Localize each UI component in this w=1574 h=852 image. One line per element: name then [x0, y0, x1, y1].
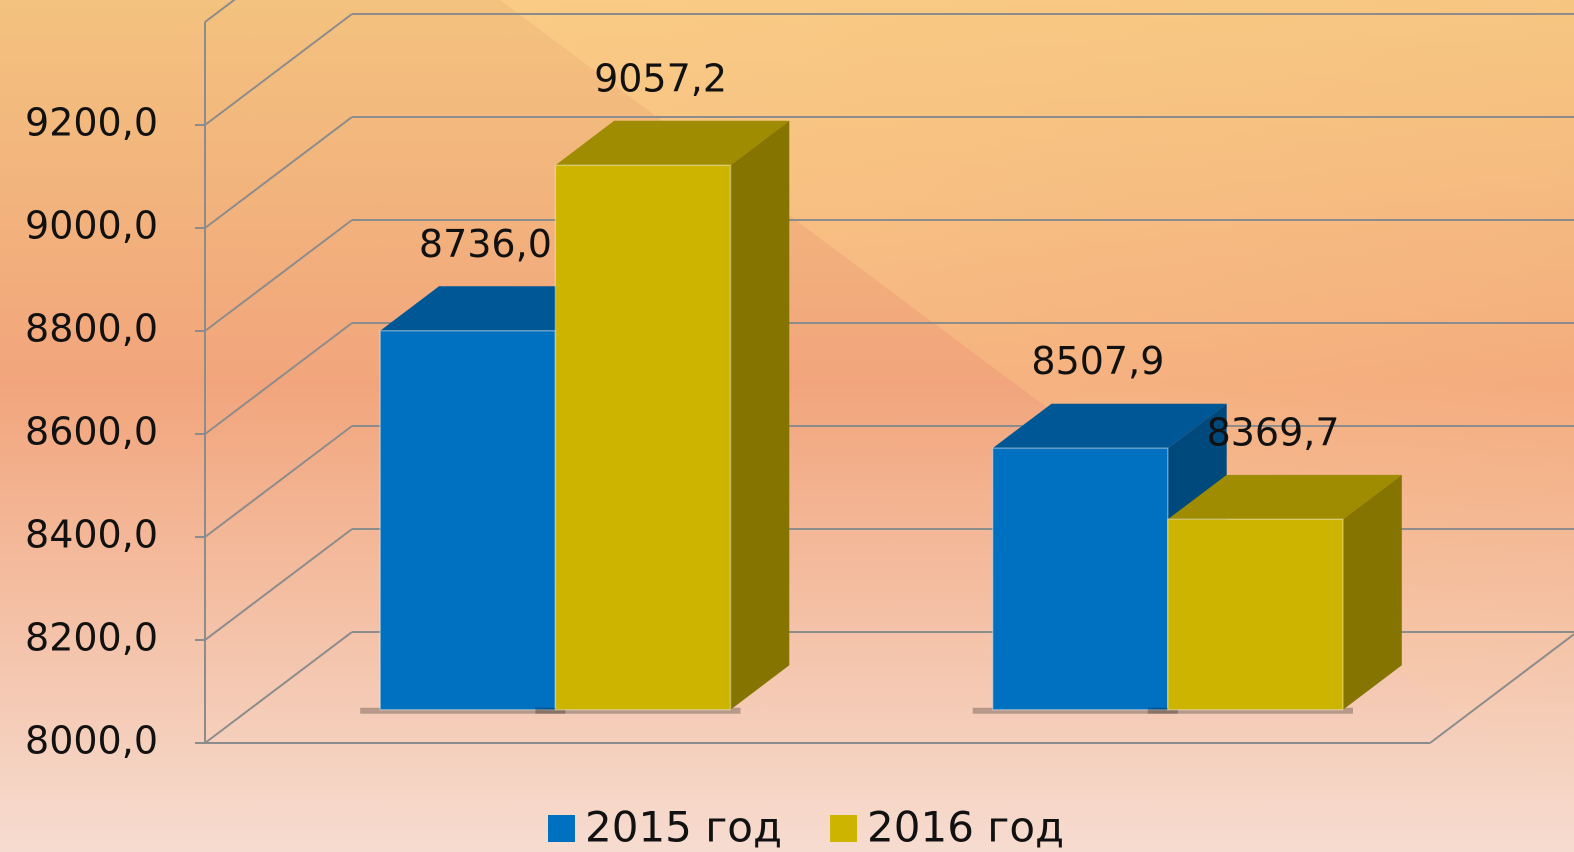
bar	[379, 329, 557, 711]
grid-line	[204, 116, 353, 229]
floor-edge	[1429, 633, 1574, 744]
bar-top	[555, 120, 790, 166]
data-label: 8736,0	[419, 222, 552, 266]
bar	[554, 164, 732, 711]
legend-swatch	[548, 815, 575, 842]
data-label: 8369,7	[1207, 410, 1340, 454]
y-tick-label: 8400,0	[25, 513, 158, 557]
bar	[991, 447, 1169, 711]
bar-top	[992, 403, 1227, 449]
grid-line	[204, 0, 236, 23]
legend-label: 2016 год	[867, 803, 1064, 852]
bar-side	[1343, 474, 1402, 710]
y-tick-label: 8800,0	[25, 307, 158, 351]
bar	[1167, 518, 1344, 711]
grid-line	[204, 13, 353, 126]
grid-line	[204, 322, 353, 435]
y-tick-label: 8000,0	[25, 719, 158, 763]
bar-side	[730, 120, 790, 710]
y-tick-label: 8200,0	[25, 616, 158, 660]
grid-line	[204, 219, 353, 332]
y-tick-label: 9000,0	[25, 204, 158, 248]
bar-top	[1167, 474, 1402, 520]
legend-swatch	[830, 815, 858, 842]
y-tick-label: 9200,0	[25, 101, 158, 145]
y-tick-label: 8600,0	[25, 410, 158, 454]
grid-line	[204, 425, 353, 538]
grid-line	[204, 528, 353, 641]
legend-label: 2015 год	[585, 803, 782, 852]
grid-line	[204, 631, 353, 744]
data-label: 8507,9	[1031, 339, 1164, 383]
data-label: 9057,2	[594, 56, 727, 100]
